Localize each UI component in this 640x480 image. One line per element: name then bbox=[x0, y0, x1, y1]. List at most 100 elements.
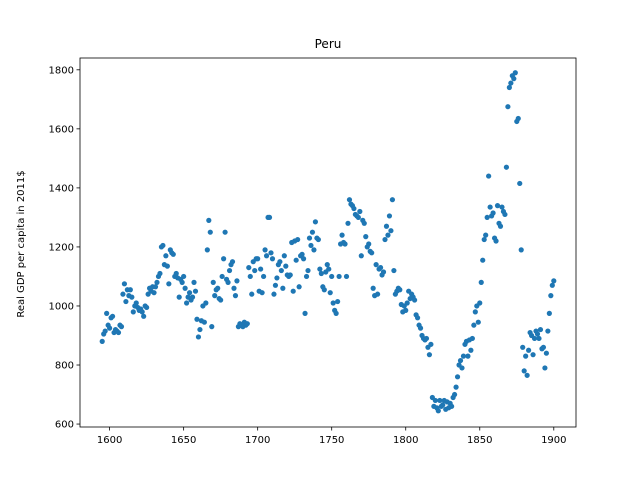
data-point bbox=[487, 204, 493, 210]
data-point bbox=[133, 300, 139, 306]
data-point bbox=[512, 70, 518, 76]
data-point bbox=[299, 251, 305, 257]
data-point bbox=[453, 384, 459, 390]
data-point bbox=[115, 329, 122, 336]
data-point bbox=[303, 273, 310, 280]
data-point bbox=[351, 205, 357, 212]
data-point bbox=[414, 315, 421, 321]
axes: 1600 1650 1700 1750 1800 1850 1900 600 800 1000 12… bbox=[49, 57, 577, 446]
data-point bbox=[219, 273, 225, 280]
data-point bbox=[477, 300, 483, 306]
x-tick-label: 1850 bbox=[467, 435, 492, 446]
data-point bbox=[231, 285, 237, 291]
data-point bbox=[531, 335, 538, 342]
data-point bbox=[326, 266, 332, 272]
data-point bbox=[321, 287, 327, 293]
data-point bbox=[127, 287, 133, 293]
data-point bbox=[478, 279, 484, 285]
data-point bbox=[212, 293, 218, 299]
data-point bbox=[305, 267, 311, 274]
data-point bbox=[537, 326, 544, 333]
data-point bbox=[164, 263, 170, 269]
data-point bbox=[189, 294, 196, 300]
data-point bbox=[503, 164, 510, 170]
data-point bbox=[548, 293, 554, 299]
data-point bbox=[530, 352, 536, 358]
data-point bbox=[278, 267, 284, 274]
data-point bbox=[181, 273, 187, 280]
data-point bbox=[404, 300, 410, 306]
data-point bbox=[494, 203, 501, 209]
data-point bbox=[290, 288, 296, 294]
data-point bbox=[309, 229, 316, 235]
data-point bbox=[524, 372, 530, 378]
data-point bbox=[312, 219, 319, 225]
data-point bbox=[324, 262, 330, 268]
data-point bbox=[490, 210, 496, 216]
data-point bbox=[144, 304, 150, 311]
data-point bbox=[258, 266, 264, 272]
y-tick-label: 1800 bbox=[49, 65, 74, 76]
data-point bbox=[259, 290, 265, 296]
chart-title: Peru bbox=[315, 37, 342, 51]
data-point bbox=[317, 266, 323, 272]
data-point bbox=[274, 275, 280, 281]
x-tick-label: 1750 bbox=[319, 435, 344, 446]
data-point bbox=[107, 325, 113, 331]
data-point bbox=[369, 250, 375, 256]
data-point bbox=[440, 402, 446, 408]
data-point bbox=[295, 236, 301, 243]
data-point bbox=[247, 273, 253, 280]
data-point bbox=[163, 253, 169, 259]
y-tick-label: 800 bbox=[55, 361, 74, 372]
data-point bbox=[357, 208, 363, 215]
data-point bbox=[277, 259, 283, 265]
data-point bbox=[412, 297, 418, 303]
data-point bbox=[221, 256, 227, 262]
data-point bbox=[179, 279, 185, 285]
data-point bbox=[526, 347, 532, 353]
data-point bbox=[226, 267, 233, 274]
data-point bbox=[244, 321, 250, 327]
data-point bbox=[280, 285, 286, 291]
data-point bbox=[206, 217, 212, 223]
data-point bbox=[281, 253, 287, 259]
data-point bbox=[218, 297, 224, 303]
data-point bbox=[521, 368, 527, 374]
data-point bbox=[283, 263, 289, 269]
data-point bbox=[336, 273, 342, 280]
data-point bbox=[386, 213, 393, 219]
data-point bbox=[543, 350, 549, 356]
data-point bbox=[484, 214, 490, 221]
data-point bbox=[191, 279, 197, 285]
data-point bbox=[129, 294, 135, 300]
data-point bbox=[345, 220, 351, 226]
data-point bbox=[118, 324, 125, 330]
data-point bbox=[388, 228, 394, 234]
data-point bbox=[308, 242, 314, 249]
data-point bbox=[327, 290, 333, 296]
data-point bbox=[109, 313, 116, 319]
data-point bbox=[361, 220, 367, 226]
data-point bbox=[520, 344, 526, 350]
data-point bbox=[287, 272, 293, 278]
data-point bbox=[363, 234, 369, 240]
data-point bbox=[272, 282, 279, 288]
data-point bbox=[342, 241, 348, 247]
data-point bbox=[315, 236, 321, 243]
data-point bbox=[505, 104, 511, 110]
data-point bbox=[120, 291, 126, 297]
data-point bbox=[471, 322, 477, 328]
data-point bbox=[330, 300, 336, 306]
data-point bbox=[215, 285, 221, 291]
data-point bbox=[518, 247, 524, 253]
data-point bbox=[382, 236, 388, 243]
data-point bbox=[104, 310, 110, 316]
data-point bbox=[502, 211, 508, 218]
data-point bbox=[475, 319, 481, 325]
data-point bbox=[271, 291, 277, 297]
data-point bbox=[515, 115, 521, 122]
data-point bbox=[201, 319, 207, 325]
data-point bbox=[417, 325, 424, 331]
